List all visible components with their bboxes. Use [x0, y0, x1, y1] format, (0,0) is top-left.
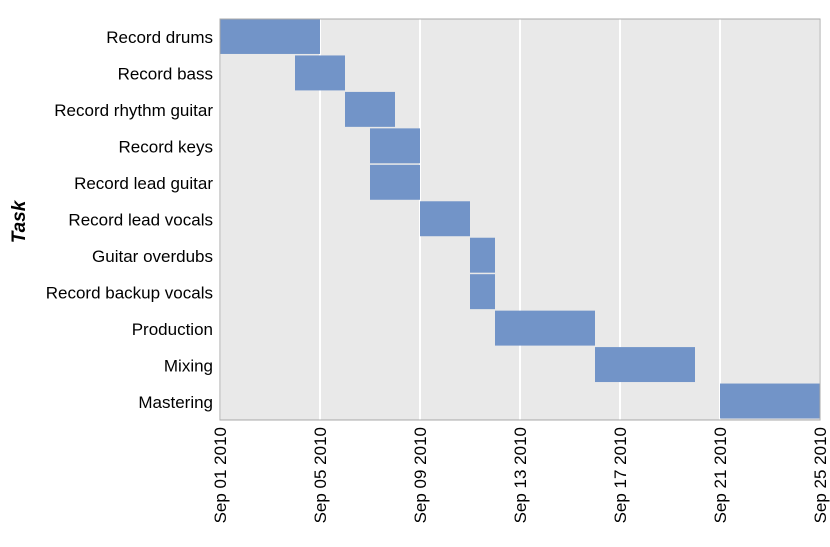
task-bar [595, 347, 695, 383]
task-label: Record rhythm guitar [54, 101, 213, 120]
x-tick-label: Sep 25 2010 [811, 427, 830, 523]
task-label: Mastering [138, 393, 213, 412]
task-bar [370, 128, 420, 164]
x-tick-label: Sep 17 2010 [611, 427, 630, 523]
task-label: Mixing [164, 356, 213, 375]
x-tick-label: Sep 21 2010 [711, 427, 730, 523]
x-tick-labels: Sep 01 2010 Sep 05 2010 Sep 09 2010 Sep 13 … [211, 427, 830, 523]
task-bar [470, 237, 495, 273]
task-bar [220, 19, 320, 54]
x-tick-label: Sep 13 2010 [511, 427, 530, 523]
task-bars [220, 19, 820, 419]
task-bar [470, 274, 495, 310]
task-bar [495, 310, 595, 346]
task-label: Record lead guitar [74, 174, 213, 193]
task-bar [295, 55, 345, 91]
task-label: Record keys [119, 138, 213, 157]
y-axis-title: Task [9, 199, 30, 243]
x-tick-label: Sep 01 2010 [211, 427, 230, 523]
x-tick-label: Sep 05 2010 [311, 427, 330, 523]
task-label: Record backup vocals [46, 283, 213, 302]
task-label: Guitar overdubs [92, 247, 213, 266]
task-bar [420, 201, 470, 237]
task-label: Record drums [106, 28, 213, 47]
x-tick-label: Sep 09 2010 [411, 427, 430, 523]
plot-frame [219, 18, 821, 421]
task-labels: Record drums Record bass Record rhythm gui… [46, 28, 214, 412]
task-label: Record bass [118, 65, 213, 84]
task-bar [720, 383, 820, 419]
task-label: Production [132, 320, 213, 339]
task-bar [345, 91, 395, 127]
task-label: Record lead vocals [68, 211, 213, 230]
task-bar [370, 164, 420, 200]
